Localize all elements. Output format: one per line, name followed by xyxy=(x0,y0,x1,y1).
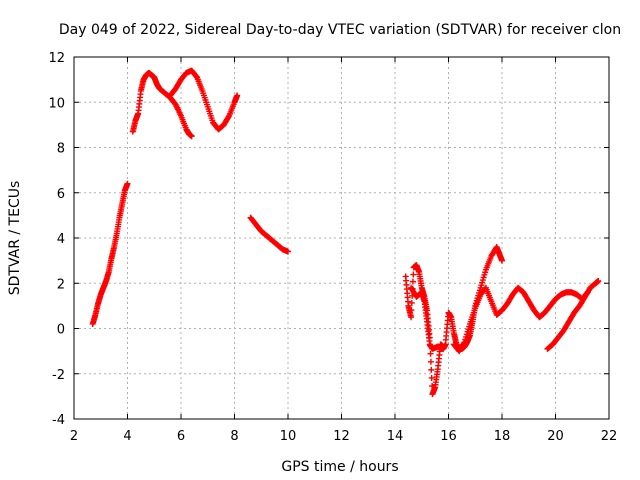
x-tick-label: 14 xyxy=(387,429,404,444)
x-axis-title: GPS time / hours xyxy=(281,459,398,475)
series-arc-5 xyxy=(402,262,447,398)
data-point xyxy=(225,114,232,121)
series-arc-3 xyxy=(167,67,241,133)
data-point xyxy=(427,358,434,365)
data-point xyxy=(234,92,241,99)
series-arc-8 xyxy=(450,284,591,355)
y-tick-label: 12 xyxy=(48,51,65,66)
y-tick-label: 0 xyxy=(57,323,65,338)
y-tick-label: 6 xyxy=(57,187,65,202)
series-arc-9 xyxy=(544,277,602,352)
series-arc-2 xyxy=(129,69,195,140)
y-axis-title: SDTVAR / TECUs xyxy=(7,181,23,296)
data-point xyxy=(460,340,467,347)
data-point xyxy=(188,133,195,140)
data-point xyxy=(285,248,291,255)
x-tick-label: 8 xyxy=(230,429,238,444)
data-points xyxy=(89,67,602,398)
data-point xyxy=(409,278,416,285)
y-tick-label: 4 xyxy=(57,232,65,247)
series-arc-6 xyxy=(408,284,449,352)
data-point xyxy=(427,350,434,357)
x-tick-label: 18 xyxy=(494,429,511,444)
x-tick-label: 6 xyxy=(177,429,185,444)
y-tick-label: 2 xyxy=(57,277,65,292)
chart-title: Day 049 of 2022, Sidereal Day-to-day VTE… xyxy=(59,22,621,38)
data-point xyxy=(124,180,131,187)
x-tick-label: 16 xyxy=(440,429,457,444)
x-tick-label: 2 xyxy=(70,429,78,444)
y-tick-label: 8 xyxy=(57,142,65,157)
grid-layer xyxy=(74,57,609,419)
series-arc-7 xyxy=(442,244,505,352)
x-tick-label: 10 xyxy=(280,429,297,444)
series-arc-1 xyxy=(89,180,131,327)
data-point xyxy=(428,374,435,381)
data-point xyxy=(410,271,417,278)
data-point xyxy=(408,307,415,314)
series-arc-4 xyxy=(247,214,291,255)
data-point xyxy=(408,299,415,306)
x-tick-label: 22 xyxy=(601,429,618,444)
y-tick-label: -4 xyxy=(52,413,65,428)
data-point xyxy=(595,277,602,284)
x-tick-label: 12 xyxy=(333,429,350,444)
data-point xyxy=(408,314,415,321)
x-tick-label: 4 xyxy=(123,429,131,444)
data-point xyxy=(499,257,505,264)
y-tick-label: 10 xyxy=(48,96,65,111)
y-tick-label: -2 xyxy=(52,368,65,383)
data-point xyxy=(428,366,435,373)
x-tick-label: 20 xyxy=(547,429,564,444)
axis-ticks: 2 4 6 8 10 12 14 16 18 20 22 -4 -2 0 2 4 6 8 10 12 xyxy=(48,51,617,444)
